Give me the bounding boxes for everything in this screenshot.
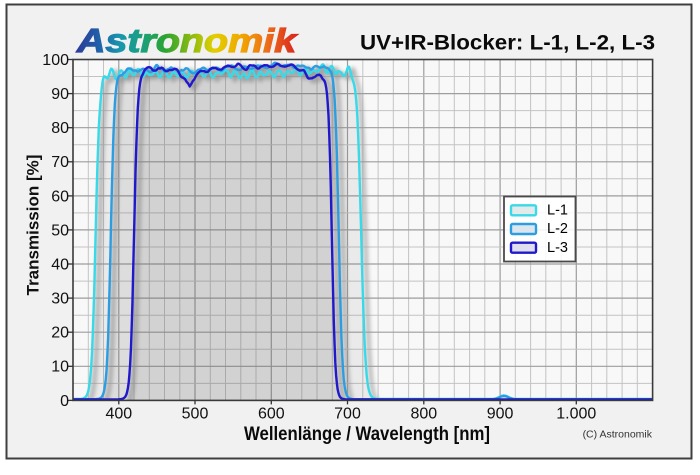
svg-text:Astronomik: Astronomik <box>76 23 299 60</box>
svg-text:50: 50 <box>51 222 69 239</box>
svg-text:900: 900 <box>487 406 514 423</box>
svg-text:UV+IR-Blocker: L-1, L-2, L-3: UV+IR-Blocker: L-1, L-2, L-3 <box>360 31 655 55</box>
svg-text:0: 0 <box>60 393 69 410</box>
svg-text:L-1: L-1 <box>547 203 568 219</box>
svg-text:700: 700 <box>334 406 361 423</box>
svg-text:80: 80 <box>51 120 69 137</box>
svg-text:20: 20 <box>51 325 69 342</box>
svg-text:500: 500 <box>182 406 209 423</box>
svg-text:70: 70 <box>51 154 69 171</box>
svg-text:90: 90 <box>51 86 69 103</box>
svg-text:30: 30 <box>51 291 69 308</box>
svg-text:L-2: L-2 <box>547 221 568 237</box>
svg-text:400: 400 <box>105 406 132 423</box>
svg-text:L-3: L-3 <box>547 240 568 256</box>
svg-text:800: 800 <box>410 406 437 423</box>
svg-text:100: 100 <box>42 52 69 69</box>
svg-text:(C) Astronomik: (C) Astronomik <box>583 429 653 441</box>
svg-text:40: 40 <box>51 256 69 273</box>
svg-text:60: 60 <box>51 188 69 205</box>
svg-text:Wellenlänge / Wavelength [nm]: Wellenlänge / Wavelength [nm] <box>244 423 490 445</box>
svg-text:10: 10 <box>51 359 69 376</box>
svg-text:600: 600 <box>258 406 285 423</box>
svg-text:1.000: 1.000 <box>556 406 596 423</box>
svg-text:Transmission [%]: Transmission [%] <box>24 155 43 296</box>
